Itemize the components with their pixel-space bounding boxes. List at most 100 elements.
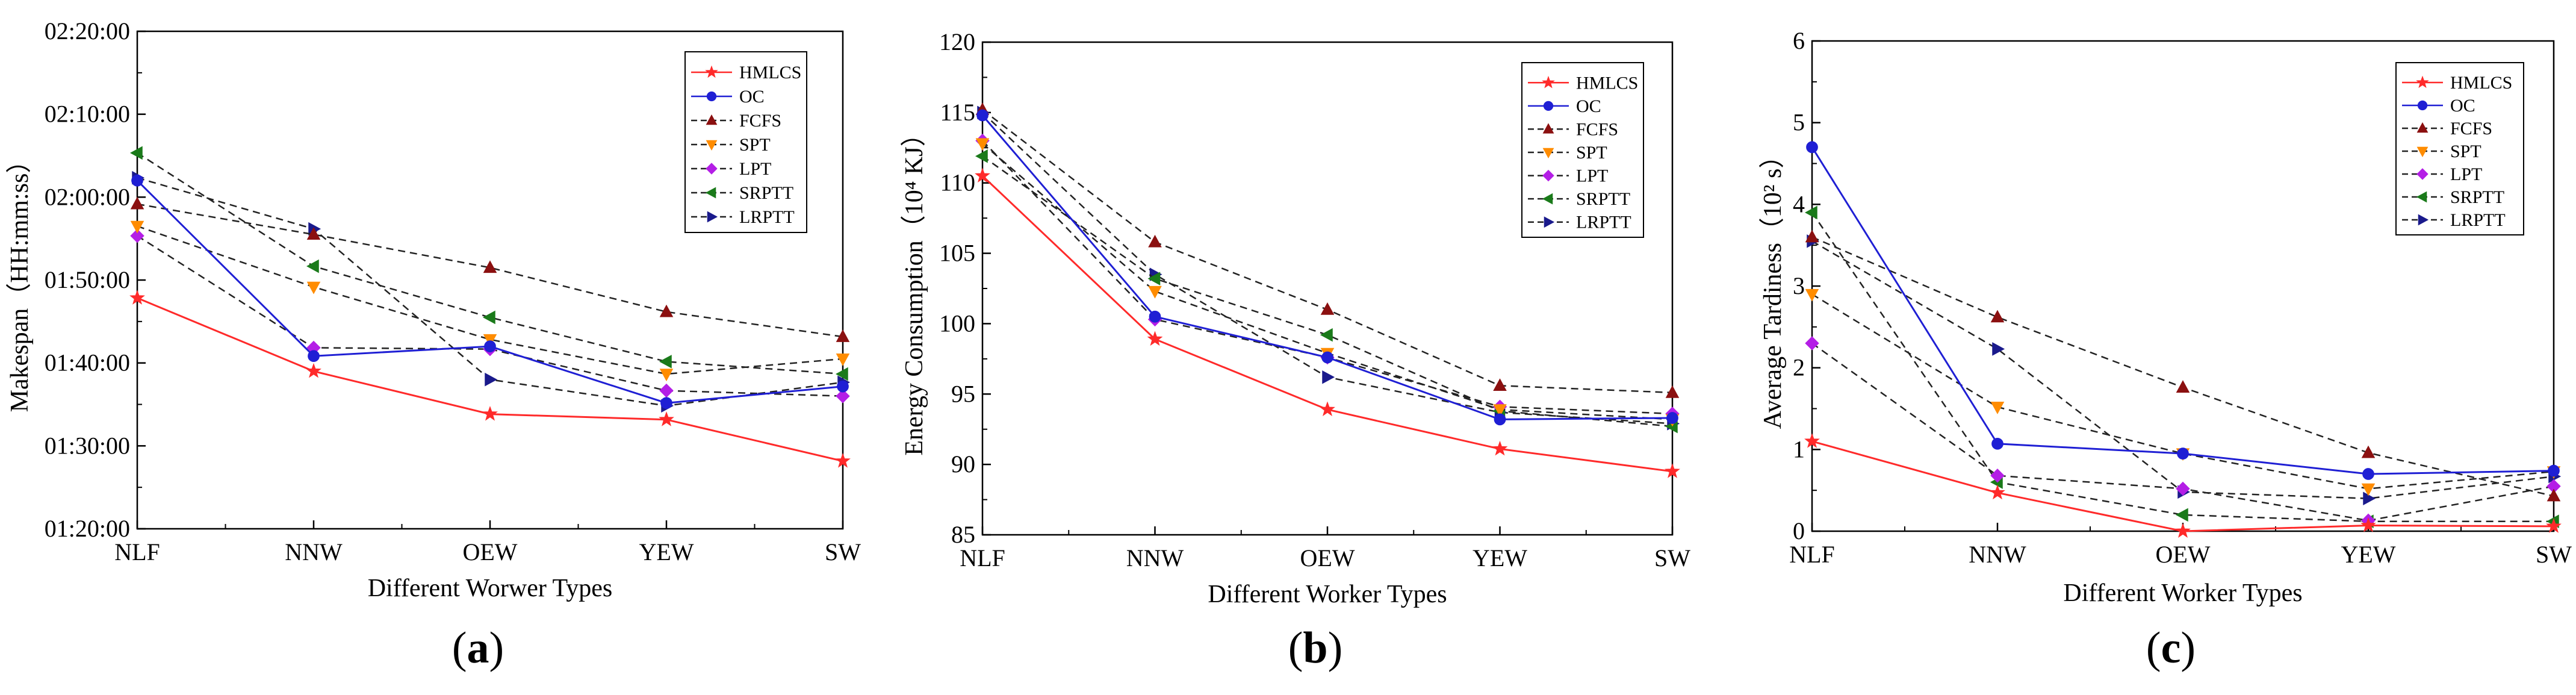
data-point-fcfs [1665, 385, 1680, 398]
x-tick-label: OEW [462, 538, 517, 566]
legend-marker-hmlcs [1542, 75, 1555, 89]
legend-label-oc: OC [1576, 96, 1601, 116]
data-point-hmlcs [2175, 523, 2191, 538]
y-tick-label: 105 [939, 240, 975, 267]
data-point-srptt [306, 259, 319, 273]
data-point-oc [2548, 464, 2560, 477]
data-point-srptt [129, 146, 143, 160]
data-point-lpt [836, 389, 850, 404]
x-tick-label: NNW [285, 538, 343, 566]
series-lpt [130, 228, 850, 404]
data-point-hmlcs [1147, 331, 1163, 346]
data-point-oc [1666, 412, 1678, 424]
series-oc [131, 174, 849, 410]
legend-label-spt: SPT [739, 135, 771, 155]
data-point-hmlcs [835, 453, 851, 468]
y-tick-label: 6 [1793, 27, 1805, 54]
data-point-oc [1806, 141, 1818, 154]
series-line-spt [1811, 293, 2554, 490]
data-point-srptt [975, 149, 988, 163]
data-point-hmlcs [306, 363, 321, 378]
series-line-srptt [982, 155, 1673, 428]
legend-marker-srptt [1542, 193, 1553, 205]
x-tick-label: YEW [639, 538, 694, 566]
legend-label-srptt: SRPTT [739, 183, 793, 203]
legend-label-hmlcs: HMLCS [1576, 73, 1638, 93]
x-tick-label: SW [825, 538, 861, 566]
series-oc [1806, 141, 2560, 480]
data-point-fcfs [306, 227, 321, 240]
series-line-spt [137, 225, 843, 375]
legend-label-fcfs: FCFS [1576, 119, 1618, 139]
series-srptt [129, 146, 848, 381]
legend-marker-oc [1543, 101, 1554, 111]
legend-label-oc: OC [739, 87, 765, 107]
data-point-srptt [482, 310, 495, 325]
legend-marker-hmlcs [705, 65, 718, 78]
legend-label-spt: SPT [1576, 143, 1607, 163]
data-point-oc [484, 340, 496, 352]
data-point-spt [2361, 483, 2376, 496]
data-point-oc [2177, 447, 2189, 460]
data-point-lrptt [1322, 370, 1335, 384]
data-point-fcfs [1805, 229, 1819, 243]
y-tick-label: 85 [951, 521, 975, 548]
legend-marker-lrptt [2418, 214, 2429, 226]
x-tick-label: NLF [114, 538, 160, 566]
series-hmlcs [1804, 433, 2562, 538]
data-point-hmlcs [1492, 440, 1508, 456]
data-point-oc [1991, 437, 2003, 450]
data-point-fcfs [1320, 302, 1335, 315]
legend-label-fcfs: FCFS [2450, 119, 2492, 139]
legend-marker-lrptt [1544, 216, 1555, 228]
data-point-oc [308, 350, 320, 363]
chart-panel-b: 85 90 95 100 105 110 115 120 NLF NNW OEW YEW SW Diffe… [901, 28, 1690, 673]
data-point-hmlcs [975, 167, 990, 182]
data-point-lrptt [485, 372, 498, 387]
series-fcfs [1805, 229, 2561, 502]
data-point-hmlcs [129, 290, 145, 305]
legend-marker-lpt [2416, 168, 2429, 180]
x-axis-title: Different Worker Types [2063, 579, 2302, 607]
data-point-srptt [2175, 508, 2188, 522]
data-point-lrptt [2363, 491, 2376, 506]
data-point-spt [1148, 285, 1162, 299]
y-axis-title: Average Tardiness（10² s） [1759, 143, 1787, 429]
data-point-fcfs [836, 329, 850, 342]
legend-marker-fcfs [706, 114, 718, 125]
data-point-spt [483, 334, 497, 347]
y-tick-label: 115 [940, 99, 975, 126]
data-point-hmlcs [482, 406, 498, 421]
data-point-hmlcs [1320, 401, 1335, 417]
legend-marker-srptt [2416, 191, 2427, 203]
y-tick-label: 01:40:00 [45, 349, 130, 376]
legend-marker-lrptt [707, 211, 718, 223]
legend: HMLCS OC FCFS SPT LPT SRPTT LRPTT [1521, 62, 1644, 238]
data-point-srptt [1804, 205, 1817, 220]
panel-label: (b) [1288, 623, 1342, 673]
data-point-fcfs [2361, 445, 2376, 458]
y-tick-label: 01:50:00 [45, 266, 130, 293]
x-tick-label: YEW [2341, 541, 2395, 568]
series-hmlcs [975, 167, 1680, 478]
legend-label-lrptt: LRPTT [1576, 213, 1631, 232]
legend-label-lpt: LPT [2450, 164, 2482, 184]
data-point-lpt [2176, 481, 2190, 496]
y-tick-label: 02:10:00 [45, 101, 130, 128]
series-fcfs [130, 196, 850, 342]
data-point-spt [1990, 402, 2005, 414]
series-spt [130, 220, 850, 382]
x-axis-title: Different Worwer Types [368, 575, 613, 602]
y-tick-label: 5 [1793, 109, 1805, 136]
legend-label-lrptt: LRPTT [739, 207, 795, 227]
y-tick-label: 100 [939, 310, 975, 337]
data-point-fcfs [659, 304, 674, 317]
y-axis-title: Makespan（HH:mm:ss） [6, 148, 34, 413]
data-point-fcfs [1148, 234, 1162, 248]
legend-marker-spt [1542, 148, 1554, 159]
legend-marker-fcfs [1542, 123, 1554, 134]
data-point-oc [1494, 413, 1506, 426]
y-tick-label: 3 [1793, 272, 1805, 299]
data-point-spt [1805, 288, 1819, 302]
